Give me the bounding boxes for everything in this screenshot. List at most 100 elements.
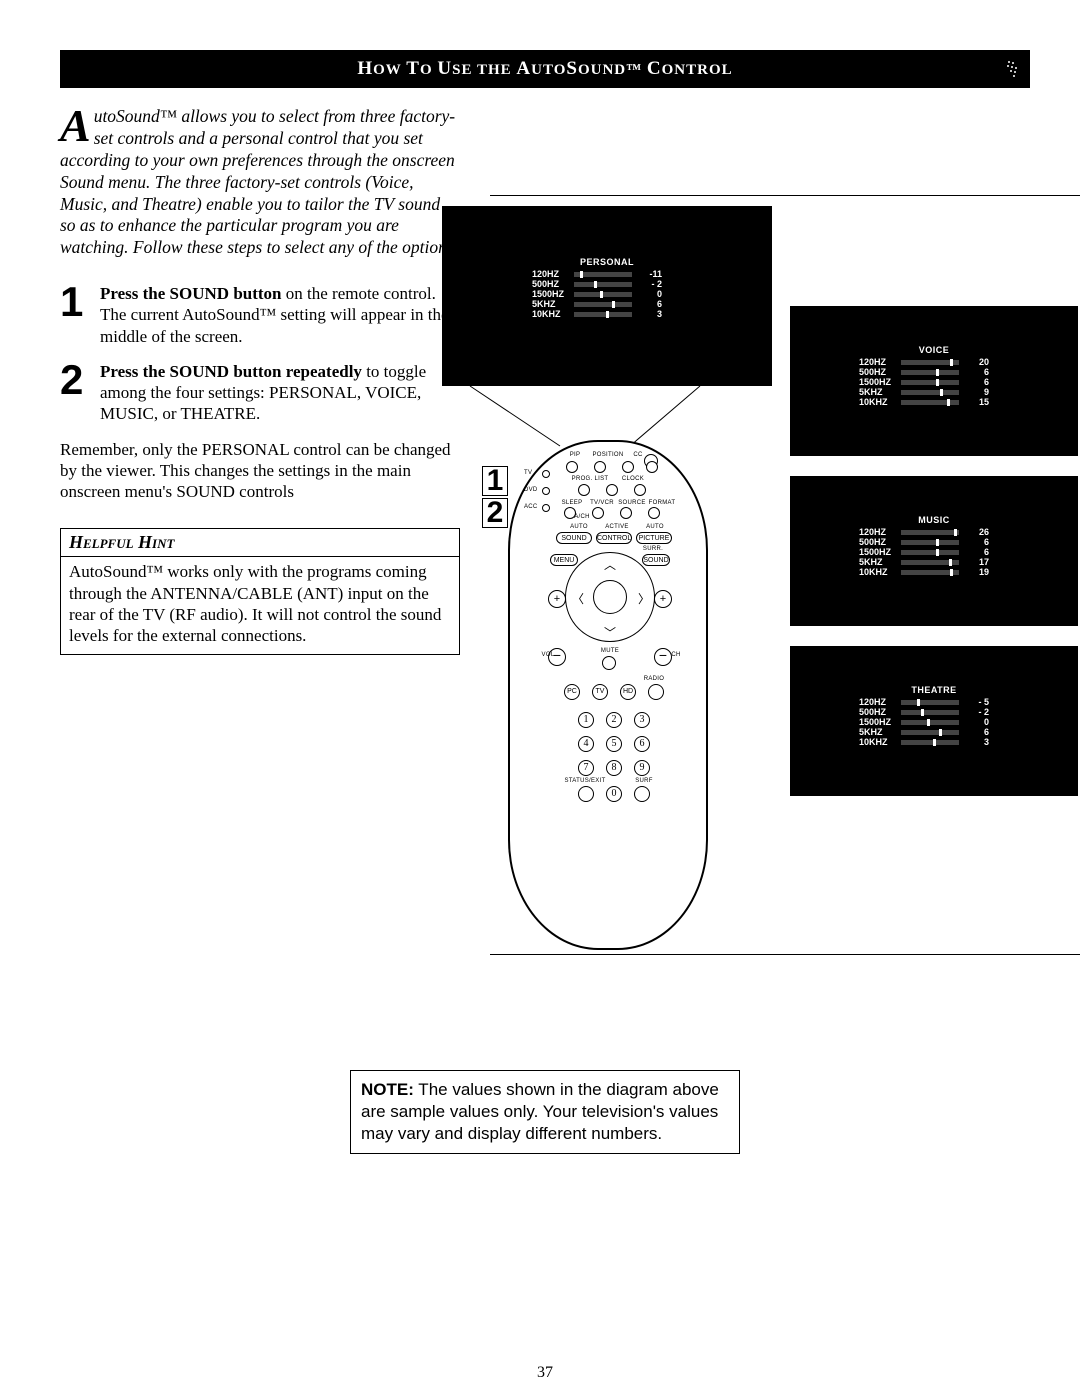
keypad-1: 1 bbox=[578, 712, 594, 728]
eq-row: 500HZ 6 bbox=[859, 367, 1009, 377]
row3-label: SOURCE bbox=[618, 500, 646, 506]
eq-row: 10KHZ 19 bbox=[859, 567, 1009, 577]
eq-slider-track bbox=[901, 540, 959, 545]
eq-freq-label: 120HZ bbox=[859, 697, 901, 707]
eq-slider-thumb bbox=[939, 729, 942, 736]
mode-button: PC bbox=[564, 684, 580, 700]
chevron-left-icon: 〈 bbox=[572, 590, 584, 607]
mute-button bbox=[602, 656, 616, 670]
eq-freq-label: 120HZ bbox=[859, 527, 901, 537]
eq-slider-thumb bbox=[949, 559, 952, 566]
row4-label: AUTO bbox=[562, 524, 596, 530]
note-bold: NOTE: bbox=[361, 1080, 414, 1099]
eq-row: 120HZ 20 bbox=[859, 357, 1009, 367]
eq-slider-thumb bbox=[936, 539, 939, 546]
mode-button: TV bbox=[592, 684, 608, 700]
mode-button: HD bbox=[620, 684, 636, 700]
note-text: The values shown in the diagram above ar… bbox=[361, 1080, 719, 1143]
section-title-bar: HOW TO USE THE AUTOSOUND™ CONTROL bbox=[60, 50, 1030, 88]
eq-freq-label: 1500HZ bbox=[859, 377, 901, 387]
manual-page: HOW TO USE THE AUTOSOUND™ CONTROL AutoSo… bbox=[60, 50, 1030, 655]
menu-button: MENU bbox=[550, 554, 578, 566]
eq-freq-label: 10KHZ bbox=[859, 567, 901, 577]
eq-row: 1500HZ 0 bbox=[859, 717, 1009, 727]
intro-paragraph: AutoSound™ allows you to select from thr… bbox=[60, 106, 460, 259]
eq-slider-track bbox=[901, 560, 959, 565]
eq-value: -11 bbox=[638, 269, 662, 279]
keypad-5: 5 bbox=[606, 736, 622, 752]
eq-slider-track bbox=[901, 730, 959, 735]
eq-row: 500HZ - 2 bbox=[859, 707, 1009, 717]
eq-slider-thumb bbox=[936, 369, 939, 376]
eq-freq-label: 5KHZ bbox=[859, 727, 901, 737]
eq-slider-track bbox=[574, 312, 632, 317]
surf-label: SURF bbox=[632, 778, 656, 784]
eq-slider-track bbox=[574, 272, 632, 277]
radio-button bbox=[648, 684, 664, 700]
eq-freq-label: 1500HZ bbox=[859, 717, 901, 727]
eq-row: 10KHZ 3 bbox=[859, 737, 1009, 747]
tv-screen-theatre: THEATRE 120HZ - 5 500HZ - 2 1500HZ 0 5KH… bbox=[790, 646, 1078, 796]
eq-slider-thumb bbox=[606, 311, 609, 318]
eq-slider-thumb bbox=[580, 271, 583, 278]
hint-title: Helpful Hint bbox=[61, 529, 459, 557]
clock-label: CLOCK bbox=[618, 476, 648, 482]
chevron-right-icon: 〉 bbox=[638, 590, 650, 607]
eq-freq-label: 120HZ bbox=[859, 357, 901, 367]
eq-slider-track bbox=[901, 710, 959, 715]
eq-preset-name: MUSIC bbox=[859, 515, 1009, 525]
eq-freq-label: 10KHZ bbox=[859, 737, 901, 747]
eq-slider-thumb bbox=[940, 389, 943, 396]
eq-row: 120HZ -11 bbox=[532, 269, 682, 279]
callout-1: 1 bbox=[482, 466, 508, 496]
radio-label: RADIO bbox=[640, 676, 668, 682]
intro-text: utoSound™ allows you to select from thre… bbox=[60, 106, 458, 257]
step-item: 2 Press the SOUND button repeatedly to t… bbox=[60, 361, 460, 425]
proglist-label: PROG. LIST bbox=[570, 476, 610, 482]
eq-row: 10KHZ 15 bbox=[859, 397, 1009, 407]
eq-freq-label: 1500HZ bbox=[859, 547, 901, 557]
eq-preset-name: PERSONAL bbox=[532, 257, 682, 267]
eq-value: 0 bbox=[965, 717, 989, 727]
eq-slider-thumb bbox=[947, 399, 950, 406]
eq-slider-thumb bbox=[950, 569, 953, 576]
eq-slider-thumb bbox=[600, 291, 603, 298]
row3-button bbox=[564, 507, 576, 519]
eq-row: 120HZ 26 bbox=[859, 527, 1009, 537]
remote-control-illustration: 1 2 PIPPOSITIONCCTVDVDACCPROG. LISTCLOCK… bbox=[508, 440, 708, 950]
chevron-down-icon: ﹀ bbox=[604, 624, 616, 641]
eq-row: 5KHZ 6 bbox=[532, 299, 682, 309]
row3-button bbox=[620, 507, 632, 519]
eq-slider-track bbox=[901, 370, 959, 375]
pill-button: SOUND bbox=[556, 532, 592, 544]
helpful-hint-box: Helpful Hint AutoSound™ works only with … bbox=[60, 528, 460, 655]
row3-label: TV/VCR bbox=[588, 500, 616, 506]
eq-freq-label: 500HZ bbox=[859, 707, 901, 717]
source-label: TV bbox=[524, 470, 544, 476]
row4-label: AUTO bbox=[638, 524, 672, 530]
eq-value: - 5 bbox=[965, 697, 989, 707]
ch-up: + bbox=[654, 590, 672, 608]
eq-slider-track bbox=[901, 570, 959, 575]
eq-row: 5KHZ 6 bbox=[859, 727, 1009, 737]
row3-button bbox=[592, 507, 604, 519]
eq-slider-track bbox=[901, 700, 959, 705]
eq-slider-thumb bbox=[594, 281, 597, 288]
step-body: Press the SOUND button on the remote con… bbox=[100, 283, 460, 347]
eq-freq-label: 5KHZ bbox=[859, 557, 901, 567]
top-row-button bbox=[566, 461, 578, 473]
eq-slider-thumb bbox=[921, 709, 924, 716]
eq-slider-track bbox=[901, 400, 959, 405]
position-label: POSITION bbox=[590, 452, 626, 458]
source-label: DVD bbox=[524, 487, 544, 493]
eq-slider-thumb bbox=[950, 359, 953, 366]
pill-button: CONTROL bbox=[596, 532, 632, 544]
eq-slider-track bbox=[574, 282, 632, 287]
tv-screen-music: MUSIC 120HZ 26 500HZ 6 1500HZ 6 5KHZ 17 … bbox=[790, 476, 1078, 626]
keypad-6: 6 bbox=[634, 736, 650, 752]
source-label: ACC bbox=[524, 504, 544, 510]
step-body: Press the SOUND button repeatedly to tog… bbox=[100, 361, 460, 425]
surf-button bbox=[634, 786, 650, 802]
eq-slider-track bbox=[901, 380, 959, 385]
row2-button bbox=[578, 484, 590, 496]
